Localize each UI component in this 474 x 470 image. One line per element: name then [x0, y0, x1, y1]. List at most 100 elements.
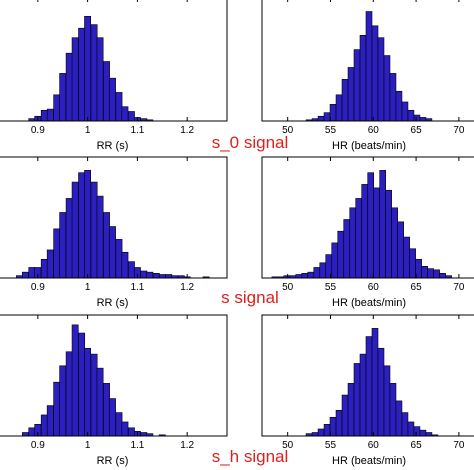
histogram-bar — [140, 270, 148, 279]
histogram-bar — [397, 221, 404, 279]
histogram-bar — [53, 228, 61, 279]
histogram-bar — [373, 187, 380, 279]
histogram-bar — [439, 273, 446, 279]
histogram-bar — [389, 73, 397, 122]
x-tick-label: 50 — [282, 125, 294, 136]
histogram-bar — [355, 198, 363, 279]
histogram-bar — [407, 109, 415, 122]
axes-frame — [0, 0, 228, 122]
histogram-bar — [40, 109, 48, 122]
histogram-bar — [78, 27, 86, 122]
histogram-bar — [59, 73, 67, 122]
histogram-bar — [121, 251, 129, 279]
histogram-bar — [371, 328, 379, 437]
x-tick-label: 70 — [453, 440, 465, 451]
histogram-bar — [90, 353, 98, 437]
histogram-bar — [71, 37, 79, 122]
x-tick-label: 1.2 — [180, 282, 194, 293]
histogram-bar — [413, 114, 421, 122]
x-tick-label: 55 — [325, 282, 337, 293]
histogram-bar — [347, 383, 355, 437]
histogram-bar — [407, 421, 415, 437]
x-tick-label: 50 — [282, 282, 294, 293]
x-tick-label: 1.1 — [130, 125, 144, 136]
histogram-bar — [427, 268, 434, 279]
histogram-bar — [317, 115, 325, 122]
bars — [305, 328, 439, 437]
axes-frame — [0, 314, 228, 437]
histogram-bar — [377, 347, 385, 437]
histogram-bar — [115, 92, 123, 122]
histogram-bar — [152, 273, 160, 279]
x-tick-label: 60 — [368, 440, 380, 451]
histogram-bar — [96, 37, 104, 122]
histogram-bar — [383, 55, 391, 122]
histogram-bar — [335, 94, 343, 122]
histogram-bar — [319, 262, 327, 279]
axes-frame — [0, 156, 228, 279]
panel-hr-s0: 50 55 60 65 70 HR (beats/min) — [261, 0, 474, 152]
histogram-bar — [341, 394, 349, 437]
bars — [28, 15, 154, 122]
histogram-bar — [421, 265, 428, 279]
histogram-bar — [65, 52, 73, 122]
histogram-bar — [353, 49, 361, 122]
x-tick-label: 70 — [453, 125, 465, 136]
x-tick-label: 0.9 — [31, 282, 45, 293]
histogram-bar — [21, 432, 29, 437]
histogram-bar — [365, 11, 373, 122]
histogram-bar — [46, 108, 54, 122]
histogram-bar — [96, 195, 104, 279]
histogram-bar — [389, 383, 397, 437]
histogram-bar — [385, 189, 392, 279]
histogram-bar — [78, 172, 86, 279]
histogram-bar — [371, 25, 379, 122]
x-tick-label: 1 — [85, 125, 91, 136]
signal-label-sh: s_h signal — [212, 447, 289, 466]
histogram-bar — [295, 274, 303, 279]
histogram-bar — [401, 101, 409, 122]
histogram-bar — [65, 351, 73, 437]
x-axis-label: RR (s) — [97, 140, 129, 152]
panel-hr-sh: 50 55 60 65 70 HR (beats/min) — [261, 314, 474, 467]
panel-rr-s: 0.9 1 1.1 1.2 RR (s) — [0, 156, 228, 309]
histogram-bar — [323, 423, 331, 437]
x-tick-label: 1 — [85, 282, 91, 293]
x-tick-label: 1.1 — [130, 440, 144, 451]
x-tick-label: 0.9 — [31, 440, 45, 451]
x-tick-label: 60 — [368, 282, 380, 293]
histogram-bar — [121, 106, 129, 122]
bars — [305, 11, 433, 122]
histogram-bar — [317, 428, 325, 437]
histogram-bar — [146, 271, 154, 279]
histogram-bar — [90, 24, 98, 122]
histogram-bar — [90, 181, 98, 279]
histogram-bar — [21, 271, 29, 279]
histogram-bar — [84, 347, 92, 437]
axes-frame — [261, 0, 474, 122]
histogram-bar — [347, 67, 355, 122]
x-tick-label: 55 — [325, 125, 337, 136]
histogram-bar — [349, 207, 357, 279]
histogram-bar — [109, 77, 116, 122]
histogram-bar — [53, 381, 61, 437]
histogram-bar — [433, 269, 440, 279]
histogram-bar — [367, 172, 375, 279]
panel-rr-s0: 0.9 1 1.1 1.2 RR (s) — [0, 0, 228, 152]
histogram-bar — [28, 267, 36, 279]
histogram-bar — [158, 274, 166, 279]
x-tick-label: 60 — [368, 125, 380, 136]
histogram-bar — [331, 242, 339, 279]
histogram-bar — [365, 336, 373, 437]
histogram-bar — [401, 412, 409, 437]
histogram-bar — [311, 432, 319, 437]
histogram-bar — [419, 429, 427, 437]
bars — [15, 170, 210, 279]
histogram-bar — [413, 426, 421, 437]
histogram-bar — [409, 248, 416, 279]
histogram-bar — [28, 427, 36, 437]
axes-frame — [261, 314, 474, 437]
histogram-bar — [71, 181, 79, 279]
histogram-bar — [65, 198, 73, 279]
x-tick-label: 70 — [453, 282, 465, 293]
